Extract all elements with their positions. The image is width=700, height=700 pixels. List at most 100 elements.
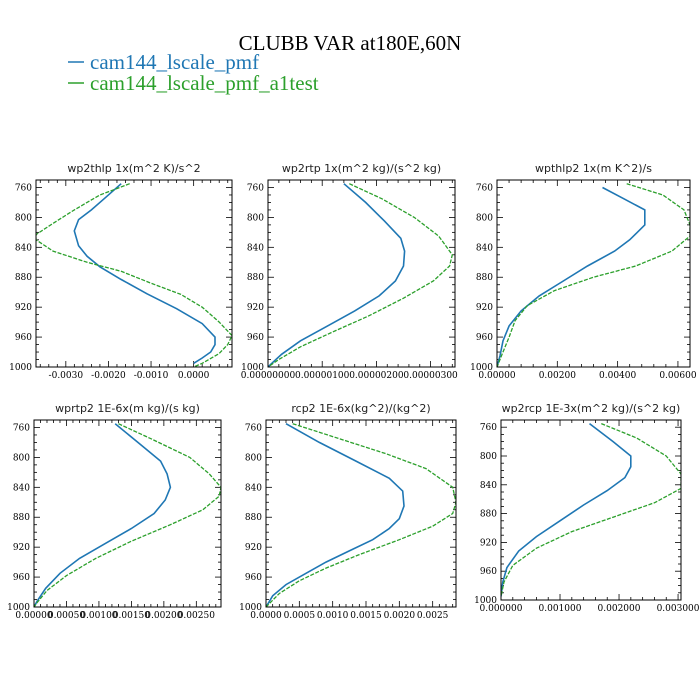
legend-label-1: cam144_lscale_pmf bbox=[90, 50, 259, 74]
y-tick-label: 760 bbox=[476, 183, 493, 193]
plot-frame bbox=[265, 419, 457, 608]
y-tick-label: 800 bbox=[480, 452, 497, 462]
x-tick-label: 0.00200 bbox=[145, 611, 182, 621]
y-tick-label: 1000 bbox=[239, 603, 262, 613]
y-tick-label: 840 bbox=[245, 483, 262, 493]
y-tick-label: 960 bbox=[480, 567, 497, 577]
y-tick-label: 960 bbox=[247, 333, 264, 343]
y-tick-label: 840 bbox=[247, 243, 264, 253]
y-tick-label: 1000 bbox=[7, 603, 30, 613]
plot-frame bbox=[500, 419, 682, 601]
y-tick-label: 800 bbox=[247, 213, 264, 223]
y-tick-label: 920 bbox=[245, 543, 262, 553]
y-tick-label: 800 bbox=[476, 213, 493, 223]
y-tick-label: 760 bbox=[247, 183, 264, 193]
y-tick-label: 760 bbox=[13, 423, 30, 433]
y-tick-label: 960 bbox=[13, 573, 30, 583]
x-tick-label: 0.0020 bbox=[384, 611, 416, 621]
plot-frame bbox=[33, 419, 222, 608]
y-tick-label: 840 bbox=[13, 483, 30, 493]
x-tick-label: 0.00000300 bbox=[403, 371, 458, 381]
x-tick-label: 0.0015 bbox=[350, 611, 382, 621]
x-tick-label: 0.00400 bbox=[599, 371, 636, 381]
x-tick-label: 0.0005 bbox=[284, 611, 316, 621]
y-tick-label: 880 bbox=[13, 513, 30, 523]
series-group bbox=[36, 183, 232, 367]
panel-title: wp2rtp 1x(m^2 kg)/(s^2 kg) bbox=[282, 162, 441, 175]
panel-1: wp2thlp 1x(m^2 K)/s^2 760 800 840 880 920 960 1… bbox=[9, 162, 233, 381]
y-tick-label: 760 bbox=[15, 183, 32, 193]
x-tick-label: 0.0010 bbox=[317, 611, 349, 621]
y-tick-label: 880 bbox=[247, 273, 264, 283]
y-tick-label: 880 bbox=[476, 273, 493, 283]
plot-frame bbox=[35, 179, 233, 368]
series-group bbox=[497, 183, 690, 367]
panel-title: wpthlp2 1x(m K^2)/s bbox=[535, 162, 652, 175]
legend: cam144_lscale_pmf cam144_lscale_pmf_a1te… bbox=[68, 50, 319, 95]
series-line-2 bbox=[266, 423, 456, 607]
x-tick-label: 0.00000100 bbox=[295, 371, 350, 381]
x-tick-label: 0.00000000 bbox=[241, 371, 296, 381]
x-tick-label: 0.00000 bbox=[478, 371, 515, 381]
series-line-2 bbox=[36, 183, 232, 367]
y-tick-label: 1000 bbox=[9, 363, 32, 373]
legend-label-2: cam144_lscale_pmf_a1test bbox=[90, 71, 319, 95]
x-tick-label: 0.00100 bbox=[80, 611, 117, 621]
y-tick-label: 880 bbox=[15, 273, 32, 283]
plot-frame bbox=[267, 179, 456, 368]
x-tick-label: 0.00050 bbox=[48, 611, 85, 621]
panel-title: rcp2 1E-6x(kg^2)/(kg^2) bbox=[291, 402, 430, 415]
series-line-2 bbox=[268, 183, 454, 367]
panel-2: wp2rtp 1x(m^2 kg)/(s^2 kg) 760 800 840 880 92… bbox=[241, 162, 458, 381]
y-tick-label: 800 bbox=[245, 453, 262, 463]
y-tick-label: 920 bbox=[13, 543, 30, 553]
series-group bbox=[268, 183, 454, 367]
y-tick-label: 920 bbox=[480, 538, 497, 548]
panel-title: wprtp2 1E-6x(m kg)/(s kg) bbox=[55, 402, 200, 415]
x-tick-label: 0.00200 bbox=[539, 371, 576, 381]
plot-frame bbox=[496, 179, 691, 368]
series-line-1 bbox=[501, 422, 632, 597]
x-tick-label: 0.001000 bbox=[539, 604, 582, 614]
x-tick-label: 0.00000200 bbox=[349, 371, 404, 381]
x-tick-label: 0.002000 bbox=[598, 604, 641, 614]
x-tick-label: 0.0000 bbox=[250, 611, 282, 621]
y-tick-label: 1000 bbox=[474, 596, 497, 606]
panel-5: rcp2 1E-6x(kg^2)/(kg^2) 760 800 840 880 920 96… bbox=[239, 402, 457, 621]
y-tick-label: 920 bbox=[247, 303, 264, 313]
y-tick-label: 760 bbox=[480, 423, 497, 433]
y-tick-label: 880 bbox=[480, 510, 497, 520]
x-tick-label: 0.00600 bbox=[659, 371, 696, 381]
x-tick-label: 0.00150 bbox=[113, 611, 150, 621]
y-tick-label: 840 bbox=[476, 243, 493, 253]
series-group bbox=[501, 422, 681, 597]
y-tick-label: 960 bbox=[245, 573, 262, 583]
figure-title: CLUBB VAR at180E,60N bbox=[239, 31, 462, 55]
y-tick-label: 920 bbox=[476, 303, 493, 313]
panel-6: wp2rcp 1E-3x(m^2 kg)/(s^2 kg) 760 800 840 88… bbox=[474, 402, 700, 614]
series-line-2 bbox=[501, 422, 681, 597]
series-group bbox=[34, 423, 221, 607]
x-tick-label: 0.00250 bbox=[178, 611, 215, 621]
x-tick-label: -0.0010 bbox=[134, 371, 169, 381]
y-tick-label: 840 bbox=[15, 243, 32, 253]
y-tick-label: 960 bbox=[15, 333, 32, 343]
x-tick-label: 0.0025 bbox=[417, 611, 449, 621]
x-tick-label: -0.0030 bbox=[49, 371, 84, 381]
y-tick-label: 800 bbox=[13, 453, 30, 463]
x-tick-label: 0.00000 bbox=[15, 611, 52, 621]
series-line-1 bbox=[266, 423, 405, 607]
y-tick-label: 1000 bbox=[241, 363, 264, 373]
series-line-1 bbox=[497, 186, 646, 367]
panel-title: wp2rcp 1E-3x(m^2 kg)/(s^2 kg) bbox=[502, 402, 681, 415]
y-tick-label: 760 bbox=[245, 423, 262, 433]
y-tick-label: 1000 bbox=[470, 363, 493, 373]
series-line-1 bbox=[34, 423, 172, 607]
x-tick-label: -0.0020 bbox=[91, 371, 126, 381]
x-tick-label: 0.003000 bbox=[657, 604, 700, 614]
series-line-2 bbox=[497, 183, 690, 367]
y-tick-label: 960 bbox=[476, 333, 493, 343]
y-tick-label: 880 bbox=[245, 513, 262, 523]
panel-3: wpthlp2 1x(m K^2)/s 760 800 840 880 920 960 100… bbox=[470, 162, 697, 381]
